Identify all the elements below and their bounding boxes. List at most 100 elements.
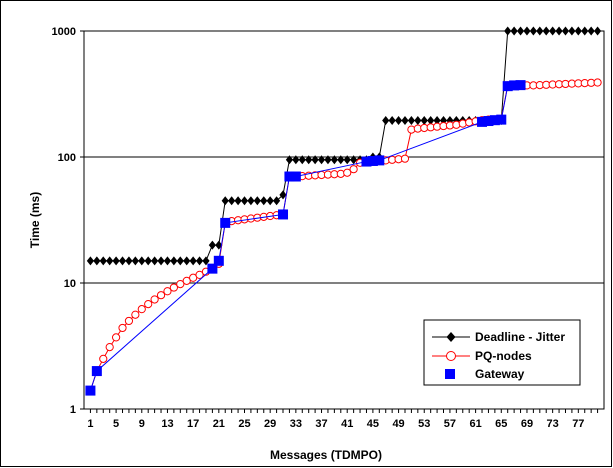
data-point-diamond [561,26,570,36]
data-point-diamond [118,256,127,266]
data-point-diamond [93,256,101,266]
data-point-diamond [350,155,358,165]
series-gateway [85,80,526,396]
data-point-circle [124,316,134,326]
data-point-square [290,171,301,182]
x-tick-label: 13 [161,418,173,430]
data-point-diamond [394,115,403,125]
data-point-circle [118,323,127,333]
data-point-diamond [337,155,345,165]
data-point-square [502,81,513,92]
data-point-square [367,155,378,166]
x-tick-label: 61 [469,418,481,430]
data-point-diamond [330,155,338,165]
data-point-square [509,80,520,91]
data-point-diamond [131,256,139,266]
data-point-square [220,217,231,228]
data-point-circle [176,280,185,289]
data-point-diamond [266,196,274,206]
data-point-diamond [414,115,422,125]
data-point-diamond [568,26,576,36]
data-point-diamond [298,155,306,165]
data-point-diamond [151,256,159,266]
data-point-diamond [317,155,326,165]
data-point-diamond [157,256,165,266]
data-point-diamond [343,155,351,165]
data-point-diamond [542,26,550,36]
data-point-diamond [240,196,249,206]
plot-area [83,30,605,410]
data-point-square [278,209,289,220]
data-point-diamond [382,115,390,125]
data-point-circle [343,168,352,177]
legend: Deadline - Jitter PQ-nodes Gateway [423,319,581,386]
x-axis-ticks: 1 5 9 13 17 21 25 29 33 37 41 45 49 53 57 61 65 69 73 77 [87,409,599,430]
series-group [85,26,602,396]
data-point-square [477,116,488,127]
legend-label-pq: PQ-nodes [475,349,532,363]
data-point-circle [111,333,121,342]
data-point-diamond [260,196,268,206]
legend-label-gateway: Gateway [475,367,525,381]
data-point-diamond [581,26,589,36]
data-point-diamond [228,196,236,206]
data-point-diamond [221,196,229,206]
data-point-diamond [106,256,114,266]
data-point-circle [99,354,108,363]
data-point-diamond [587,26,595,36]
data-point-square [213,255,224,266]
x-tick-label: 5 [113,418,119,430]
x-tick-label: 9 [139,418,145,430]
data-point-square [374,155,385,166]
data-point-circle [150,295,159,304]
data-point-square [85,385,96,396]
legend-diamond-icon [446,332,456,342]
data-point-diamond [279,190,287,200]
data-point-square [91,366,102,377]
data-point-diamond [292,155,300,165]
y-tick-label: 1000 [52,26,76,38]
data-point-diamond [170,256,178,266]
data-point-diamond [523,26,531,36]
data-point-diamond [427,115,435,125]
x-tick-label: 37 [315,418,327,430]
data-point-circle [156,291,166,300]
gridlines [84,156,604,284]
data-point-diamond [234,196,242,206]
data-point-circle [182,276,191,285]
series-deadline-jitter [86,26,602,266]
data-point-diamond [549,26,557,36]
data-point-square [489,115,500,126]
legend-label-deadline: Deadline - Jitter [475,330,565,344]
x-axis-label: Messages (TDMPO) [270,448,382,462]
data-point-diamond [253,196,261,206]
x-tick-label: 57 [444,418,456,430]
data-point-diamond [99,256,107,266]
data-point-diamond [285,155,294,165]
data-point-circle [169,283,178,292]
data-point-square [496,114,507,125]
data-point-diamond [388,115,396,125]
data-point-circle [593,78,602,87]
data-point-diamond [247,196,255,206]
data-point-diamond [536,26,544,36]
x-tick-label: 69 [521,418,533,430]
data-point-diamond [510,26,518,36]
y-tick-label: 100 [58,152,76,164]
data-point-diamond [574,26,582,36]
data-point-circle [137,305,146,314]
data-point-diamond [516,26,525,36]
data-point-diamond [144,256,152,266]
data-point-diamond [138,256,146,266]
data-point-circle [105,342,114,352]
data-point-circle [131,310,140,319]
data-point-square [515,80,526,91]
x-tick-label: 45 [367,418,379,430]
data-point-diamond [305,155,313,165]
x-tick-label: 33 [290,418,302,430]
data-point-diamond [112,256,120,266]
data-point-diamond [176,256,184,266]
data-point-diamond [183,256,191,266]
